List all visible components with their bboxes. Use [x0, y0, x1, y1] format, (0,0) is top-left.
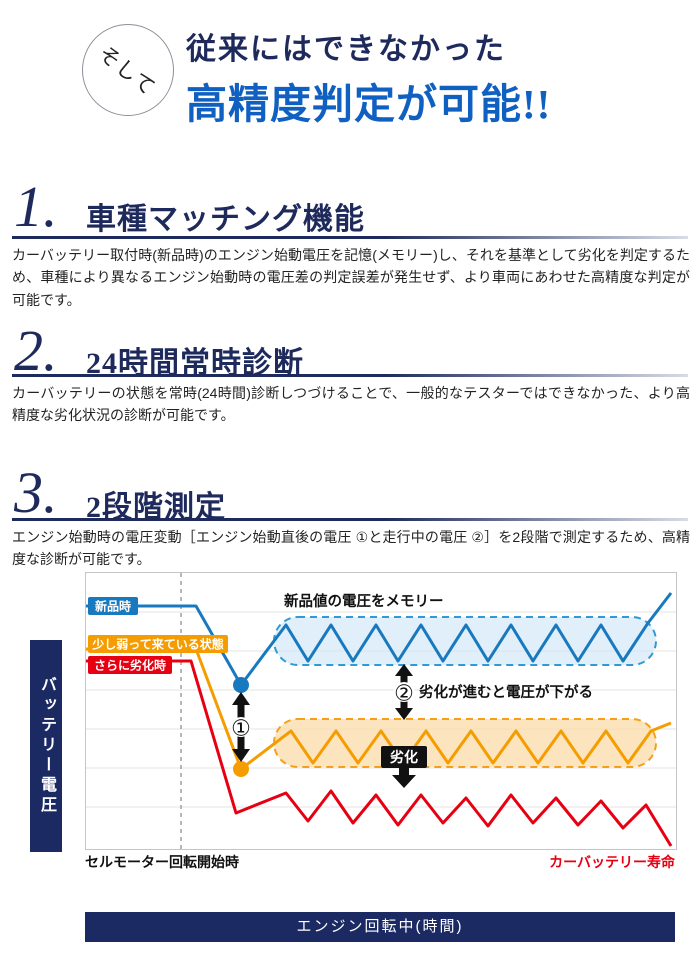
section-2-rule: [12, 374, 688, 377]
chart-x-axis-label: エンジン回転中(時間): [296, 918, 464, 935]
header-title-line2: 高精度判定が可能!!: [186, 81, 552, 127]
section-2-body: カーバッテリーの状態を常時(24時間)診断しつづけることで、一般的なテスターでは…: [12, 385, 690, 424]
dot-start-voltage-new: [233, 677, 249, 693]
chart-x-axis-bar: エンジン回転中(時間): [85, 912, 675, 942]
legend-weakening-label: 少し弱って来ている状態: [91, 637, 223, 652]
legend-new-label: 新品時: [95, 599, 131, 614]
chart-x-start-label: セルモーター回転開始時: [85, 854, 239, 870]
chart-legend: 新品時 少し弱って来ている状態 さらに劣化時: [88, 597, 228, 674]
intro-circle: そして: [82, 24, 174, 116]
step2-circle: [394, 682, 414, 702]
memory-note-label: 新品値の電圧をメモリー: [284, 592, 444, 610]
chart-x-end-label: カーバッテリー寿命: [549, 854, 675, 870]
dot-start-voltage-degraded: [233, 761, 249, 777]
chart-y-axis-label: バッテリー電圧: [38, 676, 55, 816]
section-2-number: 2.: [14, 318, 58, 383]
degrade-badge-label: 劣化: [390, 749, 418, 765]
intro-circle-label: そして: [94, 41, 161, 101]
degrade-badge: [381, 746, 427, 768]
section-1-rule: [12, 236, 688, 239]
section-3-rule: [12, 518, 688, 521]
step1-circle: [231, 717, 251, 737]
degrade-note-label: 劣化が進むと電圧が下がる: [419, 683, 593, 701]
voltage-chart-svg: 新品値の電圧をメモリー ① ② 劣化が進むと電圧が下がる 劣化: [86, 573, 676, 849]
section-3-number: 3.: [14, 460, 58, 525]
degrade-down-arrow: [392, 768, 416, 788]
legend-degraded-label: さらに劣化時: [94, 658, 166, 673]
section-1-number: 1.: [14, 174, 58, 239]
header-title-line1: 従来にはできなかった: [186, 33, 506, 66]
chart-y-axis-bar: バッテリー電圧: [30, 640, 62, 852]
header-title: 従来にはできなかった 高精度判定が可能!!: [186, 24, 551, 130]
series-line-weakening: [86, 647, 672, 771]
series-line-degraded: [86, 659, 673, 847]
chart-series-group: [86, 592, 673, 847]
step1-label: ①: [231, 716, 251, 741]
series-line-new: [86, 592, 673, 687]
section-1-title: 車種マッチング機能: [86, 203, 365, 236]
section-3-body: エンジン始動時の電圧変動［エンジン始動直後の電圧 ①と走行中の電圧 ②］を2段階…: [12, 529, 690, 568]
section-1-body: カーバッテリー取付時(新品時)のエンジン始動電圧を記憶(メモリー)し、それを基準…: [12, 247, 690, 308]
voltage-chart: 新品値の電圧をメモリー ① ② 劣化が進むと電圧が下がる 劣化: [85, 572, 677, 850]
step2-label: ②: [394, 681, 414, 706]
